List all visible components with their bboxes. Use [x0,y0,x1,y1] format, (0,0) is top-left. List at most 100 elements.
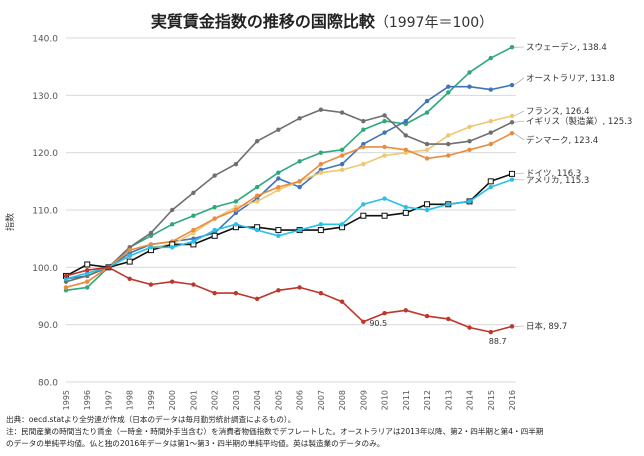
data-point [318,150,324,155]
data-point [467,199,472,204]
data-point [424,201,431,208]
data-point [509,120,515,125]
data-point [467,84,472,89]
data-point [169,245,175,250]
data-point [488,184,493,190]
data-point [339,222,345,227]
data-point [276,170,281,175]
data-point [212,204,217,210]
data-point [276,184,281,190]
y-axis-ticks: 80.0 90.0 100.0 110.0 120.0 130.0 140.0 [32,35,58,389]
x-tick-label: 1999 [147,390,156,410]
data-point [233,161,239,167]
x-tick-label: 2003 [232,390,241,410]
data-point [424,207,430,213]
data-point [254,139,260,144]
series-labels: スウェーデン, 138.4 オーストラリア, 131.8 フランス, 126.4イギ… [513,42,632,332]
gridlines [66,37,516,383]
series-lines [63,44,515,335]
data-point [424,313,430,319]
data-point [254,184,260,190]
data-point [127,247,132,253]
x-tick-label: 2004 [253,390,262,410]
x-tick-label: 2006 [296,390,305,410]
data-point [339,167,345,173]
data-point [446,84,451,89]
data-point [212,227,217,233]
data-point [297,159,302,164]
data-point [169,279,175,284]
data-point [509,44,515,50]
footnote-note: 注：民間産業の時間当たり賃金（一時金・時間外手当含む）を消費者物価指数でデフレー… [6,427,544,436]
data-point [488,329,493,335]
y-tick-label: 100.0 [32,264,58,274]
data-point [382,153,387,158]
series-line [65,266,513,333]
data-point [509,324,515,329]
series-line [65,108,513,283]
data-point [488,118,493,124]
data-point [318,170,324,175]
annotation-label: 90.5 [369,319,387,328]
data-point [254,296,260,302]
footnote-note-cont: のデータの単純平均値。仏と独の2016年データは第1～第3・四半期の単純平均値。… [6,439,385,448]
y-tick-label: 80.0 [38,379,58,389]
data-point [84,261,91,268]
series-end-label: ドイツ, 116.3 [526,169,581,179]
x-tick-label: 2008 [338,390,347,410]
y-tick-label: 120.0 [32,149,58,159]
series-line [65,84,513,280]
data-point [467,147,472,152]
data-point [85,279,90,284]
data-point [424,141,430,147]
data-point [467,70,472,75]
data-point [509,82,515,88]
series-end-label: フランス, 126.4 [526,107,590,117]
leader-line [513,172,525,175]
x-tick-label: 2011 [402,390,411,410]
annotations: 90.5 88.7 [369,319,506,346]
data-point [382,113,387,118]
data-point [382,130,387,135]
y-tick-label: 140.0 [32,35,58,45]
data-point [191,227,196,233]
data-point [85,285,90,290]
data-point [446,90,451,95]
data-point [148,230,154,236]
data-point [361,319,366,324]
x-tick-label: 2001 [189,390,198,410]
data-point [446,316,451,322]
data-point [212,216,217,221]
data-point [361,144,366,150]
data-point [424,156,430,161]
data-point [446,141,451,147]
data-point [233,290,239,296]
data-point [275,227,282,234]
data-point [211,232,218,239]
data-point [339,147,345,152]
data-point [424,98,430,104]
data-point [126,258,133,265]
series-line [65,173,513,277]
data-point [276,176,281,181]
data-point [382,311,387,316]
data-point [424,110,430,115]
data-point [360,212,367,219]
y-tick-label: 90.0 [38,321,58,331]
data-point [382,118,387,124]
data-point [127,253,132,259]
data-point [382,144,387,150]
data-point [488,141,493,147]
series-end-label: アメリカ, 115.3 [526,176,589,186]
leader-line [513,120,525,123]
data-point [297,184,302,190]
leader-line [513,132,525,141]
data-point [339,161,345,167]
data-point [63,285,69,290]
x-tick-label: 1995 [62,390,71,410]
data-point [254,193,260,198]
data-point [148,282,154,287]
data-point [403,133,409,138]
data-point [297,227,302,233]
